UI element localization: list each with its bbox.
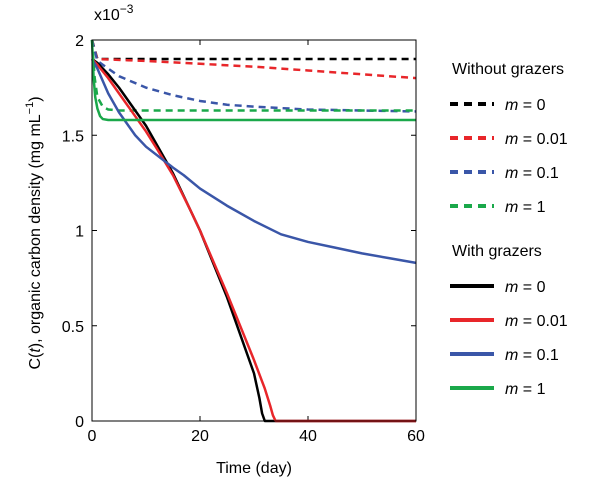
legend-entry-value: = 1 xyxy=(518,381,545,398)
legend-entry-var: m xyxy=(505,97,518,114)
axis-tick-labels: 0 20 40 60 0 0.5 1 1.5 2 xyxy=(62,33,425,445)
series-lines xyxy=(90,39,417,423)
axis-ticks xyxy=(91,39,417,422)
series-without-grazers-3 xyxy=(90,39,416,112)
legend-entry-label: m = 0.1 xyxy=(505,347,559,364)
y-axis-label: C(t), organic carbon density (mg mL−1) xyxy=(24,96,44,369)
legend-entry-var: m xyxy=(505,313,518,330)
y-tick-label: 1 xyxy=(75,224,84,241)
legend-entry-var: m xyxy=(505,279,518,296)
y-tick-label: 0.5 xyxy=(62,319,84,336)
legend-entry-label: m = 0.1 xyxy=(505,165,559,182)
legend-entry-value: = 1 xyxy=(518,199,545,216)
legend-entry-var: m xyxy=(505,199,518,216)
y-tick-label: 0 xyxy=(75,414,84,431)
x-tick-label: 40 xyxy=(299,428,317,445)
y-tick-label: 1.5 xyxy=(62,128,84,145)
y-multiplier-exponent: −3 xyxy=(120,2,134,16)
series-with-grazers-7 xyxy=(90,39,416,122)
series-without-grazers-0 xyxy=(90,39,416,61)
y-axis-label-variable: t xyxy=(27,348,44,353)
y-tick-label: 2 xyxy=(75,33,84,50)
legend-entry-label: m = 0.01 xyxy=(505,131,568,148)
series-without-grazers-1 xyxy=(90,39,417,80)
legend-entry-value: = 0.01 xyxy=(518,313,567,330)
y-multiplier: x10−3 xyxy=(94,2,134,24)
legend-entry-var: m xyxy=(505,347,518,364)
legend-group-title: Without grazers xyxy=(452,61,564,78)
y-axis-label-unit-exponent: −1 xyxy=(24,102,36,115)
legend-entry-var: m xyxy=(505,381,518,398)
legend-entry-label: m = 0.01 xyxy=(505,313,568,330)
legend-entry-value: = 0 xyxy=(518,279,545,296)
legend-entry-value: = 0 xyxy=(518,97,545,114)
series-with-grazers-6 xyxy=(90,58,417,265)
legend-entry-var: m xyxy=(505,165,518,182)
legend-entry-label: m = 0 xyxy=(505,97,546,114)
legend-entry-value: = 0.1 xyxy=(518,347,559,364)
legend-entry-var: m xyxy=(505,131,518,148)
legend-entry-label: m = 1 xyxy=(505,381,546,398)
x-tick-label: 60 xyxy=(407,428,425,445)
plot-frame xyxy=(91,39,417,422)
x-tick-label: 20 xyxy=(191,428,209,445)
x-axis-label: Time (day) xyxy=(216,460,292,477)
legend-entry-value: = 0.1 xyxy=(518,165,559,182)
legend-entry-label: m = 1 xyxy=(505,199,546,216)
legend-entry-value: = 0.01 xyxy=(518,131,567,148)
series-with-grazers-5 xyxy=(91,58,416,423)
x-tick-label: 0 xyxy=(88,428,97,445)
legend-entry-label: m = 0 xyxy=(505,279,546,296)
legend-group-title: With grazers xyxy=(452,243,542,260)
series-with-grazers-4 xyxy=(91,58,416,423)
